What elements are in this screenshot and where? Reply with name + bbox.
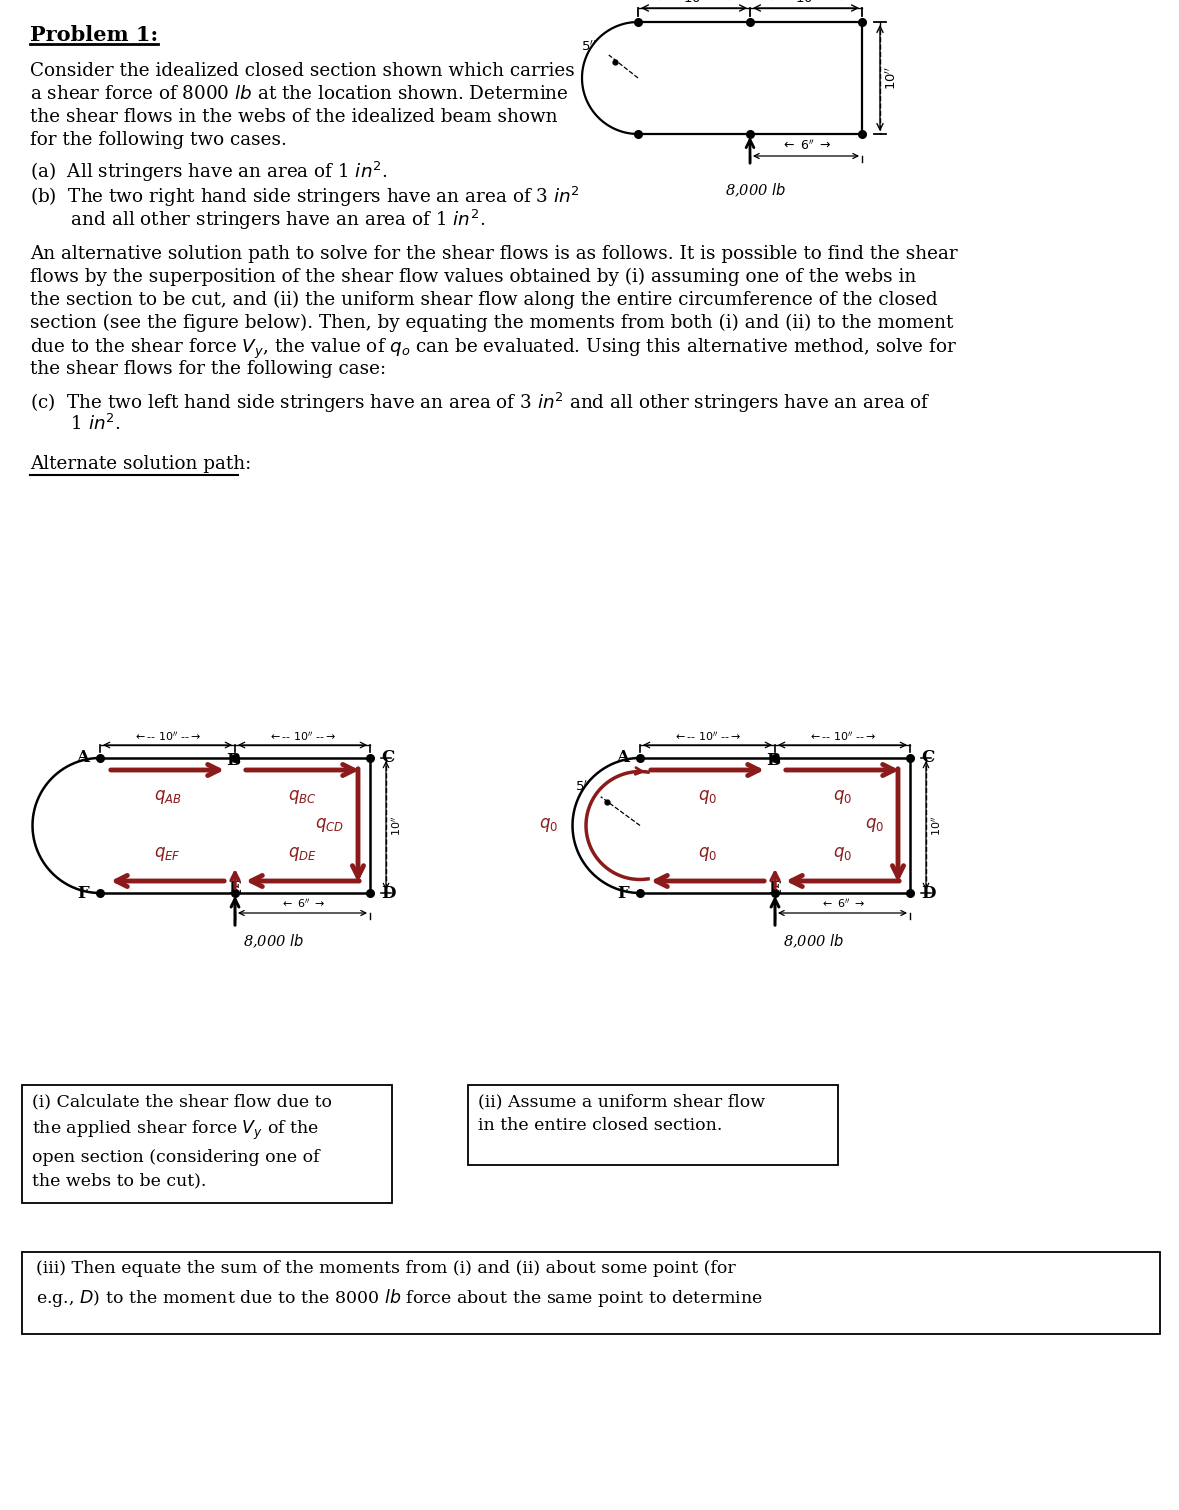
Text: the section to be cut, and (ii) the uniform shear flow along the entire circumfe: the section to be cut, and (ii) the unif… <box>29 291 937 310</box>
Text: $\leftarrow$-- $10^{\prime\prime}$ --$\rightarrow$: $\leftarrow$-- $10^{\prime\prime}$ --$\r… <box>673 729 742 743</box>
Text: F: F <box>78 885 88 901</box>
Text: (i) Calculate the shear flow due to
the applied shear force $V_y$ of the
open se: (i) Calculate the shear flow due to the … <box>32 1093 332 1190</box>
Text: 1 $in^2$.: 1 $in^2$. <box>29 414 120 433</box>
Text: 8,000 $lb$: 8,000 $lb$ <box>783 933 844 950</box>
Text: (b)  The two right hand side stringers have an area of 3 $in^2$: (b) The two right hand side stringers ha… <box>29 186 580 208</box>
Text: the shear flows in the webs of the idealized beam shown: the shear flows in the webs of the ideal… <box>29 109 558 125</box>
Text: B: B <box>766 752 780 769</box>
Text: $q_0$: $q_0$ <box>832 788 852 806</box>
Text: (a)  All stringers have an area of 1 $in^2$.: (a) All stringers have an area of 1 $in^… <box>29 160 388 184</box>
Text: $q_{AB}$: $q_{AB}$ <box>153 788 182 806</box>
Text: $q_0$: $q_0$ <box>865 817 884 835</box>
Text: due to the shear force $V_y$, the value of $q_o$ can be evaluated. Using this al: due to the shear force $V_y$, the value … <box>29 337 957 361</box>
Text: 8,000 $lb$: 8,000 $lb$ <box>725 183 786 199</box>
Text: Problem 1:: Problem 1: <box>29 26 158 45</box>
Text: $5^{\prime\prime}$: $5^{\prime\prime}$ <box>575 779 591 794</box>
Text: Alternate solution path:: Alternate solution path: <box>29 455 251 473</box>
Text: $q_{EF}$: $q_{EF}$ <box>154 846 180 864</box>
Text: $q_{CD}$: $q_{CD}$ <box>315 817 344 835</box>
Text: E: E <box>769 880 782 897</box>
Text: $\leftarrow$-- $10^{\prime\prime}$ --$\rightarrow$: $\leftarrow$-- $10^{\prime\prime}$ --$\r… <box>809 729 877 743</box>
Text: (iii) Then equate the sum of the moments from (i) and (ii) about some point (for: (iii) Then equate the sum of the moments… <box>37 1259 763 1309</box>
Text: B: B <box>226 752 241 769</box>
Text: A: A <box>615 749 630 767</box>
Text: $\leftarrow$-- $10^{\prime\prime}$ --$\rightarrow$: $\leftarrow$-- $10^{\prime\prime}$ --$\r… <box>133 729 202 743</box>
Text: $5^{\prime\prime}$: $5^{\prime\prime}$ <box>581 39 597 54</box>
Text: $10^{\prime\prime}$: $10^{\prime\prime}$ <box>930 815 943 835</box>
Text: for the following two cases.: for the following two cases. <box>29 131 286 149</box>
Text: and all other stringers have an area of 1 $in^2$.: and all other stringers have an area of … <box>29 208 485 233</box>
Bar <box>22 1086 391 1203</box>
Text: $\leftarrow$ $6^{\prime\prime}$ $\rightarrow$: $\leftarrow$ $6^{\prime\prime}$ $\righta… <box>819 897 865 911</box>
Bar <box>22 1252 1160 1333</box>
Text: F: F <box>618 885 630 901</box>
Text: section (see the figure below). Then, by equating the moments from both (i) and : section (see the figure below). Then, by… <box>29 314 954 332</box>
Text: $q_0$: $q_0$ <box>832 846 852 864</box>
Text: (c)  The two left hand side stringers have an area of 3 $in^2$ and all other str: (c) The two left hand side stringers hav… <box>29 391 930 415</box>
Text: $\leftarrow$ $6^{\prime\prime}$ $\rightarrow$: $\leftarrow$ $6^{\prime\prime}$ $\righta… <box>780 139 831 153</box>
Text: $q_0$: $q_0$ <box>698 788 717 806</box>
Text: $q_0$: $q_0$ <box>539 817 559 835</box>
Text: $q_0$: $q_0$ <box>698 846 717 864</box>
Text: $\leftarrow$-- $10^{\prime\prime}$ --$\rightarrow$: $\leftarrow$-- $10^{\prime\prime}$ --$\r… <box>653 0 735 6</box>
Text: a shear force of 8000 $lb$ at the location shown. Determine: a shear force of 8000 $lb$ at the locati… <box>29 85 568 103</box>
Text: D: D <box>921 885 935 901</box>
Text: C: C <box>921 749 934 767</box>
Text: $10^{\prime\prime}$: $10^{\prime\prime}$ <box>390 815 403 835</box>
Text: A: A <box>75 749 88 767</box>
Bar <box>468 1086 838 1166</box>
Text: 8,000 $lb$: 8,000 $lb$ <box>243 933 304 950</box>
Text: E: E <box>229 880 242 897</box>
Text: $q_{DE}$: $q_{DE}$ <box>288 846 317 864</box>
Text: $\leftarrow$-- $10^{\prime\prime}$ --$\rightarrow$: $\leftarrow$-- $10^{\prime\prime}$ --$\r… <box>268 729 337 743</box>
Text: Consider the idealized closed section shown which carries: Consider the idealized closed section sh… <box>29 62 574 80</box>
Text: D: D <box>381 885 395 901</box>
Text: (ii) Assume a uniform shear flow
in the entire closed section.: (ii) Assume a uniform shear flow in the … <box>477 1093 765 1134</box>
Text: $q_{BC}$: $q_{BC}$ <box>288 788 317 806</box>
Text: the shear flows for the following case:: the shear flows for the following case: <box>29 359 387 378</box>
Text: An alternative solution path to solve for the shear flows is as follows. It is p: An alternative solution path to solve fo… <box>29 245 957 263</box>
Text: $\leftarrow$ $6^{\prime\prime}$ $\rightarrow$: $\leftarrow$ $6^{\prime\prime}$ $\righta… <box>279 897 325 911</box>
Text: flows by the superposition of the shear flow values obtained by (i) assuming one: flows by the superposition of the shear … <box>29 267 916 287</box>
Text: C: C <box>381 749 394 767</box>
Text: $10^{\prime\prime}$: $10^{\prime\prime}$ <box>885 66 900 91</box>
Text: $\leftarrow$-- $10^{\prime\prime}$ --$\rightarrow$: $\leftarrow$-- $10^{\prime\prime}$ --$\r… <box>765 0 847 6</box>
